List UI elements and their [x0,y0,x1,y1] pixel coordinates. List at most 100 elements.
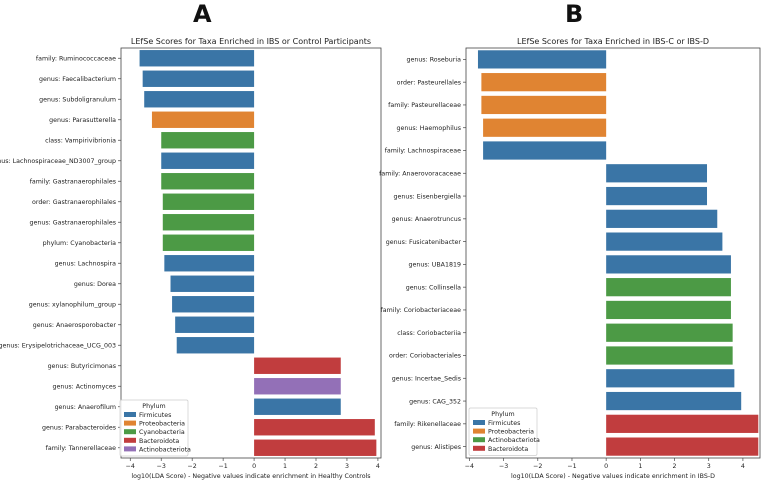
x-axis-label: log10(LDA Score) - Negative values indic… [131,473,370,480]
legend-label-cyanobacteria: Cyanobacteria [139,429,185,436]
y-tick-label: order: Gastranaerophilales [32,199,116,206]
bar-genus-anaerotruncus [606,209,718,228]
x-tick-label: 0 [252,463,256,470]
y-tick-label: genus: CAG_352 [409,398,461,405]
bar-genus-subdoligranulum [144,91,255,108]
y-tick-label: family: Coriobacteriaceae [381,307,462,314]
legend-label-proteobacteria: Proteobacteria [139,421,185,428]
y-tick-label: family: Pasteurellaceae [388,102,461,109]
y-tick-label: genus: Anaerotruncus [392,216,461,223]
legend-swatch-firmicutes [124,412,136,417]
legend-swatch-actinobacteriota [124,446,136,452]
x-axis-label: log10(LDA Score) - Negative values indic… [511,473,715,480]
x-tick-label: −3 [157,463,166,470]
y-tick-label: family: Anaerovoracaceae [379,170,461,177]
bar-genus-roseburia [477,50,607,69]
y-tick-label: genus: Lachnospira [55,260,117,267]
legend-label-actinobacteriota: Actinobacteriota [139,446,191,453]
bar-family-gastranaerophilales [161,173,255,190]
bar-genus-faecalibacterium [142,70,255,87]
y-tick-label: order: Pasteurellales [397,79,461,86]
bar-genus-haemophilus [483,118,607,137]
legend-title: Phylum [491,411,514,418]
legend-label-firmicutes: Firmicutes [488,420,520,427]
chart-a: LEfSe Scores for Taxa Enriched in IBS or… [0,37,382,480]
legend-label-proteobacteria: Proteobacteria [488,429,534,436]
plot-frame [120,47,382,459]
x-tick-label: −2 [533,463,542,470]
bar-genus-anaerofilum [254,398,341,415]
y-tick-label: family: Rikenellaceae [394,421,461,428]
bar-family-tannerellaceae [254,439,377,456]
x-tick-label: −3 [499,463,508,470]
y-tick-label: family: Gastranaerophilales [30,178,116,185]
bar-order-pasteurellales [481,73,607,92]
bar-genus-eisenbergiella [606,186,708,206]
bar-order-gastranaerophilales [162,193,255,210]
y-tick-label: family: Tannerellaceae [46,445,116,452]
x-tick-label: 2 [314,463,318,470]
y-tick-label: genus: Anaerofilum [55,404,116,411]
bar-order-coriobacteriales [606,346,733,365]
y-tick-label: genus: Butyricimonas [48,363,116,370]
x-tick-label: −1 [218,463,227,470]
legend-swatch-bacteroidota [473,445,485,451]
bar-family-rikenellaceae [606,414,759,433]
x-tick-label: 3 [707,463,711,470]
legend-swatch-proteobacteria [124,420,136,426]
y-tick-label: genus: Haemophilus [397,125,461,132]
legend-box [468,407,538,456]
plot-frame [465,47,761,459]
bar-genus-anaerosporobacter [175,316,255,333]
y-tick-label: genus: Anaerosporobacter [33,322,117,329]
bar-genus-lachnospira [164,255,255,272]
y-tick-label: genus: Fusicatenibacter [386,239,462,246]
bar-class-coriobacteriia [606,323,733,342]
bar-genus-butyricimonas [254,357,341,374]
legend-swatch-cyanobacteria [124,429,136,435]
x-tick-label: −2 [188,463,197,470]
legend-label-actinobacteriota: Actinobacteriota [488,437,540,444]
y-tick-label: order: Coriobacteriales [389,353,461,360]
chart-title: LEfSe Scores for Taxa Enriched in IBS or… [131,37,371,46]
legend-label-bacteroidota: Bacteroidota [488,446,528,453]
bar-family-anaerovoracaceae [606,164,708,183]
x-tick-label: −4 [126,463,135,470]
bar-genus-erysipelotrichaceae-ucg-003 [176,337,255,354]
y-tick-label: genus: Faecalibacterium [39,76,116,83]
legend-label-firmicutes: Firmicutes [139,412,171,419]
bar-genus-alistipes [606,437,759,456]
legend: Phylum Firmicutes ProteobacteriaActinobact… [468,407,540,456]
bar-genus-actinomyces [254,378,341,395]
y-tick-label: genus: Parabacteroides [42,424,116,431]
bar-genus-parabacteroides [254,419,375,436]
legend: Phylum Firmicutes ProteobacteriaCyanobacte… [119,399,191,457]
x-tick-label: −1 [567,463,576,470]
y-tick-label: genus: UBA1819 [408,262,461,269]
y-tick-label: genus: Erysipelotrichaceae_UCG_003 [0,342,116,349]
bar-genus-lachnospiraceae-nd3007-group [161,152,255,169]
y-tick-label: family: Lachnospiraceae [385,148,461,155]
bar-genus-gastranaerophilales [162,214,255,231]
bar-genus-dorea [170,275,255,292]
bar-family-lachnospiraceae [483,141,607,160]
legend-swatch-bacteroidota [124,437,136,443]
bar-family-ruminococcaceae [139,50,255,67]
x-tick-label: 1 [283,463,287,470]
y-tick-label: family: Ruminococcaceae [36,55,116,62]
bar-phylum-cyanobacteria [162,234,255,251]
x-tick-label: 3 [345,463,349,470]
x-tick-label: 1 [638,463,642,470]
legend-swatch-actinobacteriota [473,437,485,443]
y-tick-label: genus: Lachnospiraceae_ND3007_group [0,158,116,165]
y-tick-label: genus: xylanophilum_group [29,301,116,308]
panel-label-a: A [193,0,212,28]
y-tick-label: genus: Roseburia [406,57,461,64]
bar-genus-xylanophilum-group [172,296,255,313]
bar-genus-fusicatenibacter [606,232,723,251]
y-tick-label: genus: Eisenbergiella [394,193,462,200]
x-tick-label: 4 [741,463,745,470]
x-tick-label: 2 [673,463,677,470]
y-tick-label: phylum: Cyanobacteria [43,240,117,247]
